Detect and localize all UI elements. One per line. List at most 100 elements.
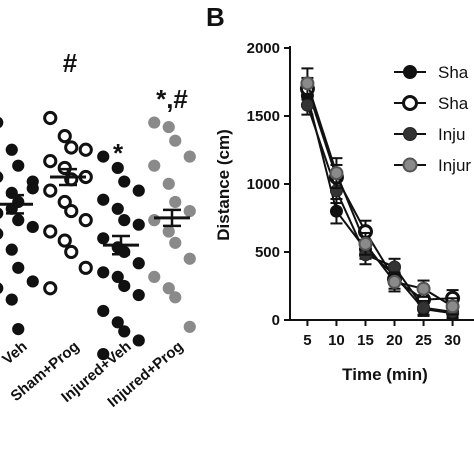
- legend-marker: [403, 65, 417, 79]
- legend-label: Sha: [438, 94, 469, 113]
- scatter-point-sham-prog: [78, 142, 93, 157]
- scatter-point-sham-veh: [12, 323, 25, 336]
- data-point: [445, 299, 460, 314]
- data-point: [358, 236, 373, 251]
- scatter-point-injured-veh: [97, 347, 110, 361]
- y-tick-label: 500: [255, 244, 280, 261]
- scatter-point-injured-prog: [162, 225, 175, 238]
- scatter-point-injured-veh: [97, 150, 110, 163]
- scatter-point-injured-prog: [169, 195, 182, 209]
- scatter-point-injured-prog: [183, 252, 196, 265]
- series-0: [300, 83, 460, 320]
- series-line: [306, 104, 453, 313]
- legend-marker: [402, 95, 418, 111]
- scatter-point-sham-prog: [57, 233, 72, 248]
- legend-label: Injur: [438, 156, 471, 175]
- series-line: [306, 88, 453, 301]
- series-3: [300, 67, 460, 316]
- x-tick-label: 30: [444, 332, 461, 349]
- scatter-point-injured-veh: [97, 232, 110, 245]
- scatter-point-injured-prog: [162, 177, 175, 190]
- scatter-point-injured-prog: [169, 236, 182, 249]
- scatter-point-injured-veh: [111, 161, 124, 175]
- series-line: [306, 83, 454, 308]
- x-tick-label: 5: [303, 332, 311, 349]
- series-1: [299, 76, 461, 309]
- scatter-point-injured-veh: [111, 270, 124, 283]
- scatter-point-sham-veh: [5, 293, 18, 306]
- scatter-point-sham-prog: [78, 260, 93, 275]
- significance-marker: #: [63, 48, 78, 78]
- scatter-point-injured-prog: [183, 150, 196, 163]
- scatter-point-sham-prog: [43, 110, 58, 126]
- x-tick-label: 15: [357, 332, 374, 349]
- data-point: [388, 260, 402, 274]
- series-line: [306, 95, 453, 315]
- scatter-point-injured-veh: [118, 325, 131, 338]
- panel-b-line-chart: B Distance (cm) Time (min) 0 500 1000 1500 2…: [206, 2, 474, 384]
- scatter-point-injured-prog: [169, 291, 182, 304]
- scatter-point-injured-prog: [162, 282, 175, 295]
- x-axis-title: Time (min): [342, 365, 428, 384]
- scatter-point-sham-veh: [0, 207, 4, 219]
- scatter-point-injured-veh: [132, 288, 145, 302]
- scatter-point-injured-veh: [111, 202, 124, 215]
- data-point: [300, 98, 314, 112]
- scatter-point-sham-prog: [64, 203, 79, 219]
- scatter-point-injured-prog: [148, 214, 161, 227]
- scatter-point-injured-veh: [97, 266, 110, 279]
- scatter-point-sham-prog: [43, 224, 58, 239]
- data-point: [300, 76, 315, 91]
- scatter-point-injured-prog: [148, 159, 161, 172]
- scatter-point-sham-prog: [57, 129, 72, 144]
- x-tick-label: 10: [328, 332, 345, 349]
- scatter-point-sham-veh: [0, 171, 4, 183]
- scatter-point-injured-veh: [132, 334, 145, 347]
- scatter-point-injured-veh: [118, 175, 131, 188]
- scatter-point-sham-prog: [43, 154, 58, 169]
- scatter-point-injured-prog: [169, 134, 182, 147]
- data-point: [329, 166, 344, 181]
- data-point: [329, 204, 343, 218]
- scatter-point-sham-prog: [57, 194, 72, 210]
- legend-marker: [403, 127, 417, 141]
- scatter-point-sham-prog: [64, 140, 79, 155]
- scatter-point-injured-veh: [111, 316, 124, 329]
- scatter-point-injured-prog: [162, 120, 175, 134]
- scatter-point-sham-veh: [5, 243, 18, 256]
- y-axis-title: Distance (cm): [214, 129, 233, 240]
- scatter-point-sham-prog: [43, 281, 58, 296]
- x-tick-label: 20: [386, 332, 403, 349]
- scatter-point-sham-veh: [0, 228, 4, 240]
- scatter-point-injured-veh: [118, 279, 131, 293]
- data-point: [387, 274, 402, 289]
- legend-label: Inju: [438, 125, 465, 144]
- group-label: Veh: [0, 338, 31, 368]
- scatter-point-injured-veh: [132, 218, 145, 231]
- significance-marker: *: [113, 138, 124, 168]
- scatter-point-sham-veh: [0, 117, 4, 128]
- scatter-point-sham-veh: [5, 143, 18, 156]
- scatter-point-injured-veh: [97, 193, 110, 206]
- scatter-point-injured-prog: [148, 116, 161, 129]
- scatter-point-injured-veh: [97, 304, 110, 318]
- scatter-point-injured-veh: [132, 184, 145, 197]
- y-tick-label: 1500: [247, 108, 280, 125]
- scatter-point-sham-veh: [0, 282, 4, 294]
- scatter-point-injured-prog: [183, 320, 196, 333]
- scatter-point-sham-prog: [43, 183, 58, 198]
- scatter-point-injured-prog: [183, 204, 196, 218]
- scatter-point-injured-veh: [132, 257, 145, 270]
- series-2: [300, 94, 460, 319]
- legend-label: Sha: [438, 63, 469, 82]
- scatter-point-sham-veh: [12, 214, 25, 227]
- legend-marker: [402, 157, 418, 173]
- y-tick-label: 2000: [247, 40, 280, 57]
- scatter-point-sham-veh: [26, 275, 39, 288]
- scatter-point-sham-veh: [26, 182, 39, 195]
- y-tick-label: 1000: [247, 176, 280, 193]
- scatter-point-sham-prog: [64, 244, 79, 260]
- scatter-point-injured-veh: [118, 214, 131, 227]
